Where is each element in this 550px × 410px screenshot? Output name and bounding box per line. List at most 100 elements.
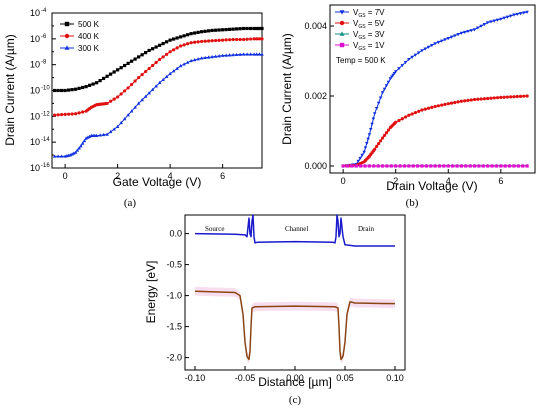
data-point <box>182 34 186 38</box>
panel-c-ylabel: Energy [eV] <box>144 261 158 324</box>
valence-band-shading <box>195 286 395 364</box>
data-point <box>360 153 364 157</box>
panel-c-xlabel: Distance [µm] <box>258 375 332 389</box>
data-point <box>227 53 232 57</box>
data-point <box>490 164 494 168</box>
data-point <box>217 38 221 42</box>
x-tick-label: 4 <box>168 171 173 181</box>
legend-label: 400 K <box>78 32 100 41</box>
data-point <box>462 30 467 35</box>
data-point <box>98 133 102 137</box>
data-point <box>453 100 457 105</box>
data-point <box>466 29 470 34</box>
data-point <box>112 97 116 101</box>
data-point <box>482 97 487 101</box>
panel-a-series <box>52 26 264 158</box>
data-point <box>367 133 372 137</box>
data-point <box>407 57 411 62</box>
data-point <box>255 26 259 31</box>
data-point <box>171 69 176 73</box>
data-point <box>378 96 383 100</box>
data-point <box>203 55 207 60</box>
data-point <box>374 106 379 111</box>
data-point <box>413 111 418 115</box>
data-point <box>373 147 377 151</box>
x-tick-label: -0.10 <box>185 373 206 383</box>
data-point <box>382 87 387 91</box>
data-point <box>147 91 151 95</box>
y-tick-label: 0.0 <box>169 229 182 239</box>
data-point <box>77 86 81 90</box>
y-tick-exponent: -16 <box>41 163 50 169</box>
data-point <box>394 164 398 168</box>
data-point <box>260 26 264 31</box>
data-point <box>386 128 391 132</box>
data-point <box>102 76 106 81</box>
data-point <box>365 141 369 146</box>
data-point <box>86 135 90 139</box>
data-point <box>252 52 256 56</box>
y-tick-exponent: -6 <box>41 34 47 40</box>
data-point <box>485 21 490 25</box>
data-point <box>214 38 218 43</box>
series-400-k <box>53 37 264 117</box>
data-point <box>80 141 85 145</box>
x-tick-label: 0.00 <box>286 373 304 383</box>
data-point <box>168 38 172 42</box>
data-point <box>74 87 78 91</box>
conduction-band-line <box>194 214 395 247</box>
data-point <box>123 63 127 68</box>
data-point <box>63 88 67 93</box>
data-point <box>119 92 123 96</box>
data-point <box>217 28 221 32</box>
data-point <box>70 112 74 116</box>
data-point <box>455 164 459 168</box>
panel-c-series <box>194 214 396 361</box>
data-point <box>67 112 71 116</box>
data-point <box>105 74 109 78</box>
data-point <box>358 156 362 161</box>
data-point <box>499 95 503 99</box>
data-point <box>359 164 363 168</box>
data-point <box>486 164 490 168</box>
data-point <box>410 112 414 116</box>
data-point <box>210 28 214 33</box>
data-point <box>193 40 197 44</box>
data-point <box>95 81 99 85</box>
panel-c-label: (c) <box>289 394 302 406</box>
data-point <box>98 78 102 83</box>
data-point <box>123 89 127 93</box>
panel-a-xlabel: Gate Voltage (V) <box>113 175 202 189</box>
data-point <box>112 70 116 74</box>
data-point <box>472 97 477 102</box>
data-point <box>463 99 467 103</box>
data-point <box>429 164 433 168</box>
data-point <box>172 48 176 52</box>
data-point <box>161 41 165 46</box>
data-point <box>221 28 225 32</box>
data-point <box>231 27 235 31</box>
data-point <box>350 164 354 168</box>
data-point <box>459 164 464 168</box>
data-point <box>109 72 113 76</box>
data-point <box>158 57 162 62</box>
data-point <box>397 67 401 71</box>
data-point <box>238 52 242 56</box>
panel-a-ylabel: Drain Current (A/µm) <box>3 34 17 146</box>
data-point <box>189 32 193 36</box>
data-point <box>522 11 526 15</box>
data-point <box>394 120 398 124</box>
data-point <box>133 79 137 83</box>
data-point <box>437 164 442 168</box>
data-point <box>75 148 80 152</box>
data-point <box>140 98 144 102</box>
data-point <box>136 101 141 105</box>
data-point <box>157 80 162 85</box>
data-point <box>257 52 262 56</box>
data-point <box>430 43 434 48</box>
y-tick-exponent: -12 <box>41 111 50 117</box>
data-point <box>433 164 437 168</box>
panel-c: -2.0 -1.5 -1.0 -0.5 0.0 -0.10 -0.05 0.00 0.05 0.… <box>144 214 406 406</box>
data-point <box>423 107 427 111</box>
